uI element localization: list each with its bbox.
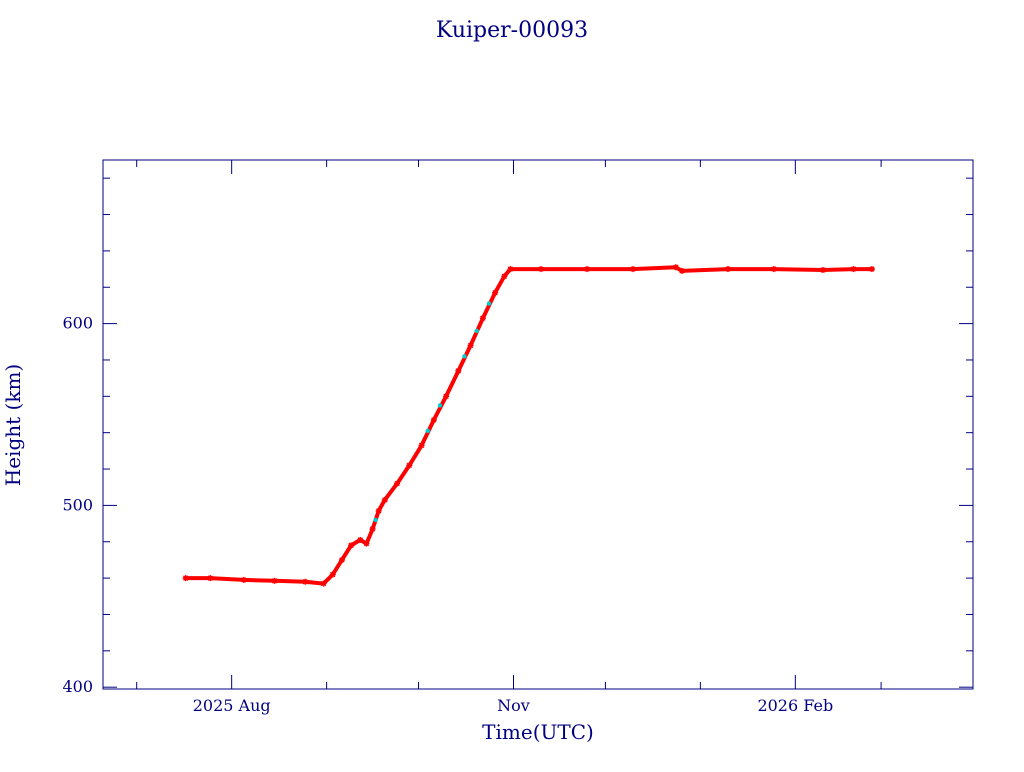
data-point-0-3 bbox=[271, 577, 278, 584]
data-point-0-11 bbox=[369, 526, 376, 533]
data-point-0-24 bbox=[507, 266, 514, 273]
y-tick-label: 600 bbox=[62, 314, 93, 333]
series-0-trace bbox=[183, 265, 874, 586]
data-point-0-20 bbox=[467, 342, 474, 349]
x-tick-label: 2025 Aug bbox=[193, 696, 271, 715]
data-point-0-13 bbox=[381, 496, 388, 503]
data-point-0-16 bbox=[418, 442, 425, 449]
data-point-0-4 bbox=[302, 578, 309, 585]
data-point-0-30 bbox=[724, 266, 731, 273]
data-point-0-26 bbox=[584, 266, 591, 273]
data-series bbox=[182, 264, 875, 587]
data-point-0-34 bbox=[868, 266, 875, 273]
data-point-1-5 bbox=[486, 301, 492, 306]
data-point-0-25 bbox=[538, 266, 545, 273]
y-axis-label: Height (km) bbox=[1, 364, 25, 486]
data-point-0-32 bbox=[819, 266, 826, 273]
data-point-1-2 bbox=[437, 403, 443, 408]
data-point-0-31 bbox=[770, 266, 777, 273]
data-point-0-21 bbox=[479, 315, 486, 322]
x-tick-label: Nov bbox=[497, 696, 530, 715]
data-point-0-5 bbox=[320, 580, 327, 587]
data-point-0-28 bbox=[672, 264, 679, 271]
data-point-1-4 bbox=[474, 328, 479, 334]
data-point-0-23 bbox=[501, 273, 508, 280]
data-point-0-33 bbox=[850, 266, 857, 273]
data-point-0-7 bbox=[338, 556, 345, 563]
data-point-0-6 bbox=[329, 571, 336, 578]
data-point-1-0 bbox=[373, 517, 378, 523]
data-point-1-1 bbox=[425, 428, 430, 434]
data-point-0-10 bbox=[363, 540, 370, 547]
y-tick-label: 400 bbox=[62, 677, 93, 696]
data-point-0-0 bbox=[182, 575, 189, 582]
axis-ticks: 2025 Aug Nov 2026 Feb 400 500 600 bbox=[62, 160, 973, 715]
x-tick-label: 2026 Feb bbox=[757, 696, 833, 715]
x-axis-label: Time(UTC) bbox=[482, 720, 594, 744]
data-point-1-3 bbox=[462, 354, 467, 359]
data-point-0-8 bbox=[348, 542, 355, 549]
data-point-0-22 bbox=[492, 289, 499, 296]
data-point-0-14 bbox=[394, 480, 401, 487]
data-point-0-1 bbox=[207, 575, 214, 582]
data-point-0-18 bbox=[443, 393, 450, 400]
data-point-0-9 bbox=[357, 536, 364, 543]
y-tick-label: 500 bbox=[62, 495, 93, 514]
data-point-0-27 bbox=[629, 266, 636, 273]
data-point-0-15 bbox=[406, 462, 413, 469]
chart-title: Kuiper-00093 bbox=[436, 18, 588, 43]
data-point-0-17 bbox=[430, 416, 437, 423]
plot-frame bbox=[102, 159, 974, 690]
data-point-0-29 bbox=[678, 267, 685, 274]
data-point-0-2 bbox=[240, 576, 247, 583]
data-point-0-19 bbox=[455, 367, 462, 374]
data-point-0-12 bbox=[375, 507, 382, 514]
